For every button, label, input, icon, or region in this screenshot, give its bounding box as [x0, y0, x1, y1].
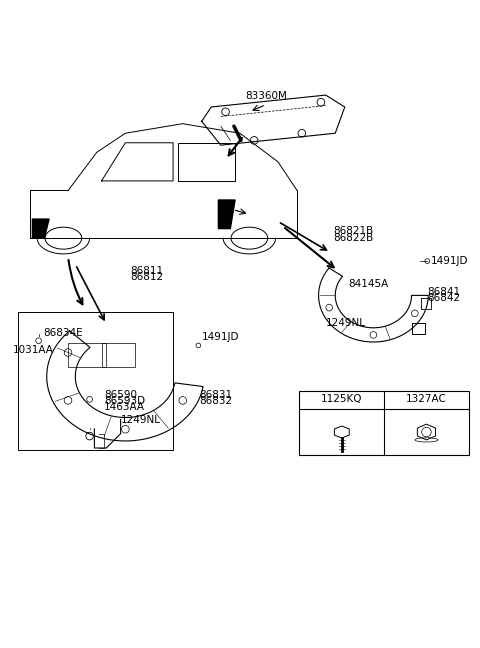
Text: 1491JD: 1491JD	[202, 332, 239, 342]
Bar	[102, 343, 135, 367]
Text: 1125KQ: 1125KQ	[321, 394, 362, 404]
Polygon shape	[32, 219, 49, 238]
Text: 1491JD: 1491JD	[431, 256, 468, 266]
Text: 1031AA: 1031AA	[13, 345, 54, 355]
Text: 84145A: 84145A	[348, 279, 389, 289]
Text: 86842: 86842	[427, 294, 460, 303]
Bar	[300, 391, 469, 455]
Bar	[68, 343, 106, 367]
Text: 86811: 86811	[130, 266, 163, 275]
Text: 86834E: 86834E	[43, 328, 83, 338]
Text: 86822B: 86822B	[333, 233, 373, 243]
Text: 1463AA: 1463AA	[104, 402, 145, 413]
Text: 1249NL: 1249NL	[120, 415, 161, 425]
Polygon shape	[218, 200, 235, 229]
Text: 86841: 86841	[427, 286, 460, 297]
Bar	[18, 312, 173, 450]
Text: 86821B: 86821B	[333, 226, 373, 236]
Text: 86593D: 86593D	[104, 396, 145, 406]
Text: 86812: 86812	[130, 272, 163, 283]
Text: 86590: 86590	[104, 389, 137, 400]
Text: 1249NL: 1249NL	[326, 318, 366, 328]
Text: 86831: 86831	[199, 389, 232, 400]
Text: 83360M: 83360M	[245, 91, 287, 101]
Text: 86832: 86832	[199, 396, 232, 406]
Text: 1327AC: 1327AC	[406, 394, 447, 404]
